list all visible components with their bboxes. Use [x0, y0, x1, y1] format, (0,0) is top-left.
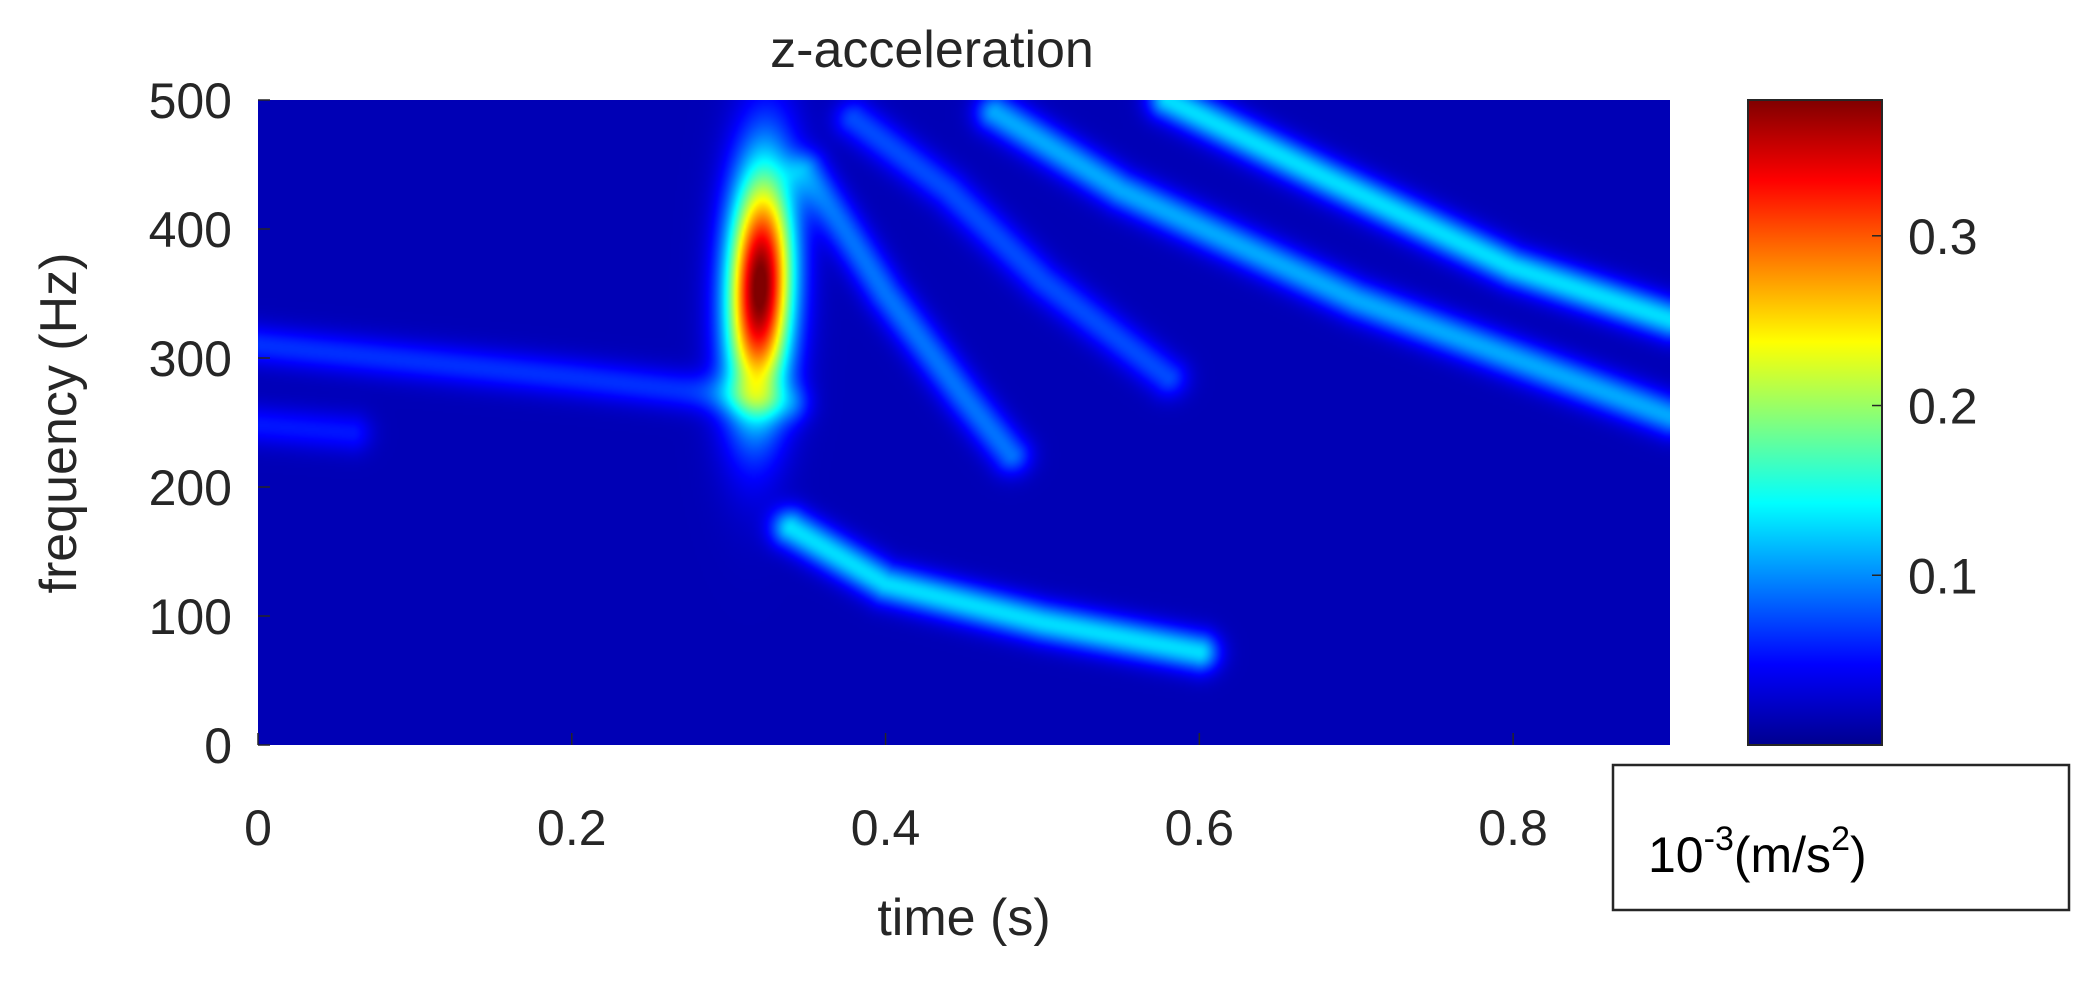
x-tick-label: 0	[244, 800, 272, 856]
y-tick-label: 300	[149, 331, 232, 387]
y-tick-label: 500	[149, 73, 232, 129]
y-tick-label: 200	[149, 460, 232, 516]
colorbar: 0.1 0.2 0.3	[1747, 99, 1978, 746]
x-tick-label: 0.2	[537, 800, 607, 856]
y-axis-title: frequency (Hz)	[30, 253, 88, 594]
unit-box-frame	[1611, 763, 2071, 912]
heatmap-image	[258, 100, 1670, 745]
colorbar-tick-label: 0.1	[1908, 548, 1978, 604]
unit-base: 10	[1648, 827, 1704, 883]
unit-power: 2	[1831, 820, 1850, 858]
colorbar-gradient	[1747, 99, 1883, 746]
x-axis-title: time (s)	[877, 889, 1050, 947]
unit-close: )	[1850, 827, 1867, 883]
x-tick-label: 0.4	[851, 800, 921, 856]
x-tick-label: 0.8	[1478, 800, 1548, 856]
y-tick-label: 0	[204, 718, 232, 774]
colorbar-tick-label: 0.3	[1908, 209, 1978, 265]
colorbar-tick-label: 0.2	[1908, 379, 1978, 435]
x-tick-label: 0.6	[1165, 800, 1235, 856]
colorbar-unit-label: 10-3(m/s2)	[1648, 820, 1867, 883]
unit-body: (m/s	[1734, 827, 1831, 883]
colorbar-unit-box: 10-3(m/s2)	[1611, 763, 2071, 912]
chart-title: z-acceleration	[770, 21, 1094, 79]
colorbar-ticks: 0.1 0.2 0.3	[1872, 209, 1978, 604]
x-axis-ticks: 0 0.2 0.4 0.6 0.8	[244, 733, 1548, 856]
heatmap-canvas	[258, 100, 1670, 745]
plot-area	[258, 100, 1670, 745]
y-axis-ticks: 0 100 200 300 400 500	[149, 73, 270, 774]
unit-exponent: -3	[1704, 820, 1734, 858]
y-tick-label: 400	[149, 202, 232, 258]
y-tick-label: 100	[149, 589, 232, 645]
